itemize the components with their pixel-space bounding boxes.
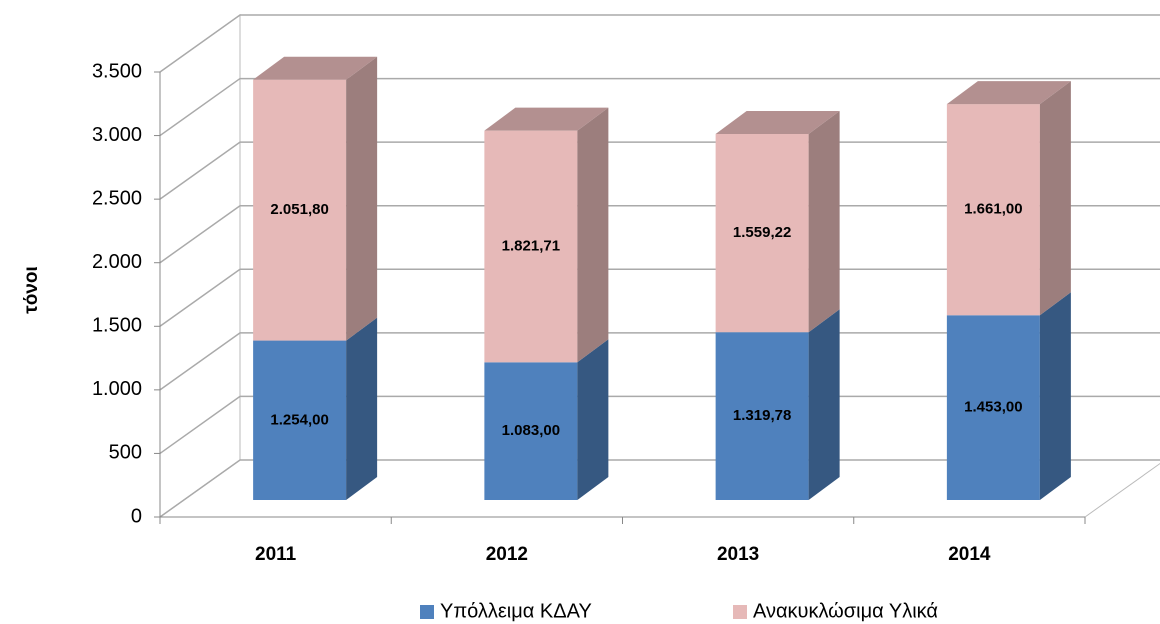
back-wall (159, 14, 241, 518)
bar-top (253, 56, 378, 80)
grid-line (159, 395, 1160, 455)
bar-front (253, 79, 347, 341)
legend-swatch (420, 605, 434, 619)
bar-front (484, 362, 578, 500)
value-label: 1.821,71 (502, 237, 560, 254)
bar-side (346, 56, 378, 341)
bar-side (808, 309, 840, 500)
grid-line (159, 459, 1160, 518)
bar-top (484, 107, 609, 131)
legend-label: Ανακυκλώσιμα Υλικά (753, 600, 938, 622)
bar-front (253, 340, 347, 500)
bar-side (1039, 81, 1071, 316)
bar-side (577, 339, 609, 500)
x-tick-label: 2011 (255, 544, 297, 565)
x-tick-label: 2013 (717, 544, 759, 565)
value-label: 1.254,00 (270, 411, 328, 428)
y-axis-label: τόνοι (21, 266, 42, 314)
legend-label: Υπόλλειμα ΚΔΑΥ (440, 600, 592, 622)
grid-line (159, 332, 1160, 391)
value-label: 1.453,00 (964, 399, 1022, 416)
y-tick-label: 500 (109, 442, 142, 464)
grid-line (159, 14, 1160, 73)
value-label: 1.319,78 (733, 407, 791, 424)
value-label: 2.051,80 (270, 201, 328, 218)
y-tick-label: 3.500 (92, 60, 142, 82)
legend-swatch (733, 605, 747, 619)
y-tick-label: 1.000 (92, 378, 142, 400)
bar-side (808, 110, 840, 333)
bar-side (1039, 292, 1071, 500)
bar-side (346, 317, 378, 500)
grid-line (159, 204, 1160, 264)
value-label: 1.083,00 (502, 422, 560, 439)
bar-front (715, 133, 809, 333)
bar-side (577, 107, 609, 363)
bar-front (484, 130, 578, 363)
y-tick-label: 3.000 (92, 124, 142, 146)
bar-front (946, 315, 1040, 500)
bar-top (946, 81, 1071, 105)
y-tick-label: 0 (131, 505, 142, 527)
x-tick-label: 2014 (948, 544, 991, 565)
value-label: 1.559,22 (733, 224, 791, 241)
value-label: 1.661,00 (964, 201, 1022, 218)
y-tick-label: 1.500 (92, 315, 142, 337)
y-tick-label: 2.000 (92, 251, 142, 273)
grid-line (159, 77, 1160, 137)
x-tick-label: 2012 (486, 544, 528, 565)
bar-front (715, 332, 809, 500)
bar-top (715, 110, 840, 134)
grid-line (159, 268, 1160, 327)
y-tick-label: 2.500 (92, 187, 142, 209)
bar-front (946, 104, 1040, 316)
grid-line (159, 141, 1160, 200)
